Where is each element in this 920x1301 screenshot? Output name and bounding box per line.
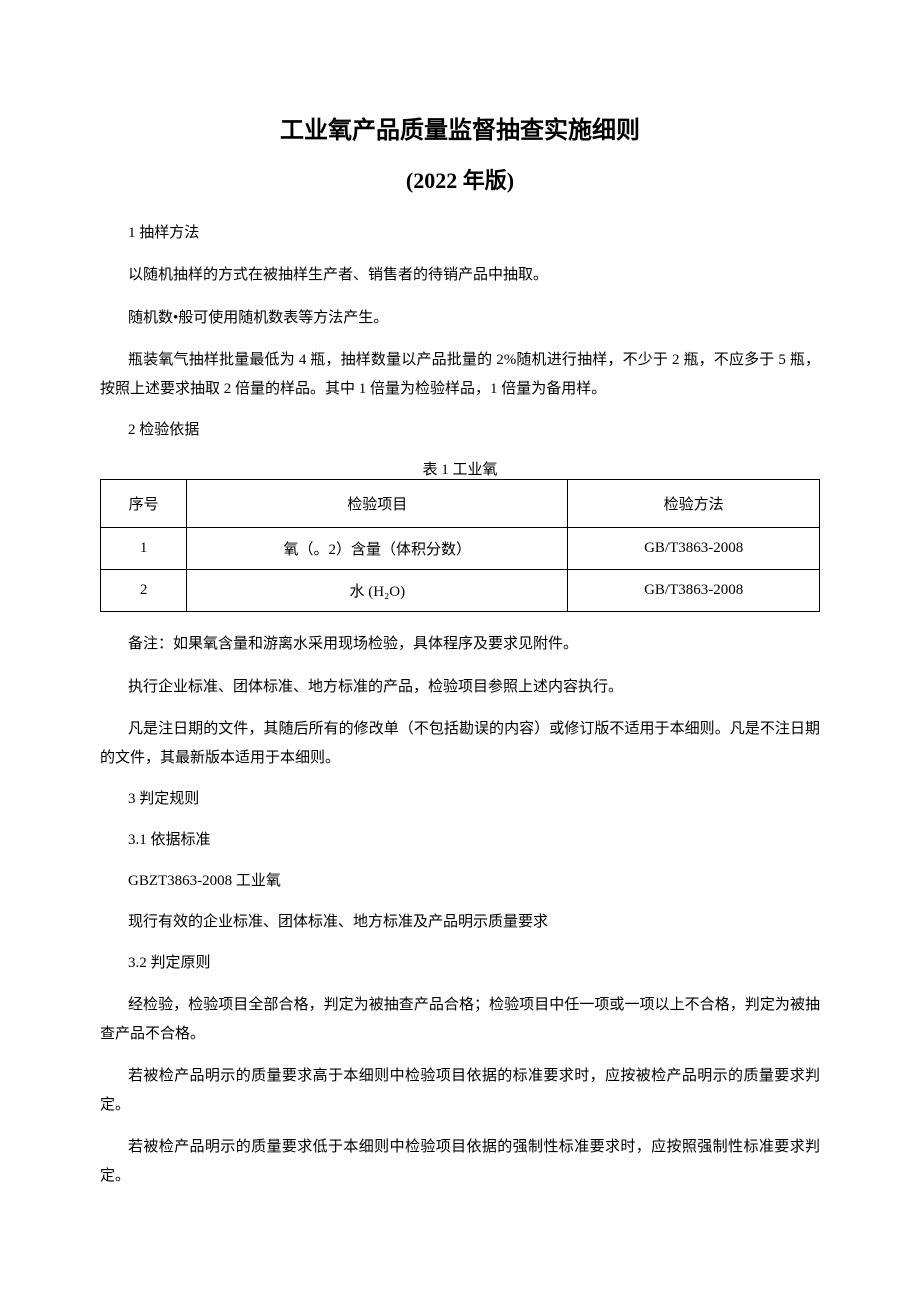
section-2-heading: 2 检验依据 (128, 417, 820, 444)
table-1: 序号 检验项目 检验方法 1 氧（。2）含量（体积分数） GB/T3863-20… (100, 479, 820, 612)
th-seq: 序号 (101, 480, 187, 528)
table-row: 1 氧（。2）含量（体积分数） GB/T3863-2008 (101, 528, 820, 570)
td-seq: 1 (101, 528, 187, 570)
th-item: 检验项目 (187, 480, 568, 528)
section-3-heading: 3 判定规则 (128, 786, 820, 813)
section-3-2-heading: 3.2 判定原则 (128, 950, 820, 977)
section-2-p1: 执行企业标准、团体标准、地方标准的产品，检验项目参照上述内容执行。 (100, 673, 820, 702)
section-3-1-p2: 现行有效的企业标准、团体标准、地方标准及产品明示质量要求 (128, 909, 820, 936)
section-3-2-p3: 若被检产品明示的质量要求低于本细则中检验项目依据的强制性标准要求时，应按照强制性… (100, 1133, 820, 1190)
section-1-heading: 1 抽样方法 (128, 220, 820, 247)
table-1-caption: 表 1 工业氧 (100, 458, 820, 479)
section-3-2-p1: 经检验，检验项目全部合格，判定为被抽查产品合格；检验项目中任一项或一项以上不合格… (100, 991, 820, 1048)
section-1-p2: 随机数•般可使用随机数表等方法产生。 (100, 304, 820, 333)
document-title: 工业氧产品质量监督抽查实施细则 (100, 110, 820, 145)
document-subtitle: (2022 年版) (100, 163, 820, 195)
th-method: 检验方法 (568, 480, 820, 528)
td-method: GB/T3863-2008 (568, 570, 820, 612)
section-2-p2: 凡是注日期的文件，其随后所有的修改单（不包括勘误的内容）或修订版不适用于本细则。… (100, 715, 820, 772)
table-header-row: 序号 检验项目 检验方法 (101, 480, 820, 528)
table-note: 备注：如果氧含量和游离水采用现场检验，具体程序及要求见附件。 (100, 630, 820, 659)
section-3-1-p1: GBZT3863-2008 工业氧 (128, 868, 820, 895)
td-seq: 2 (101, 570, 187, 612)
td-method: GB/T3863-2008 (568, 528, 820, 570)
td-item: 水 (H₂O) (187, 570, 568, 612)
section-3-1-heading: 3.1 依据标准 (128, 827, 820, 854)
section-1-p3: 瓶装氧气抽样批量最低为 4 瓶，抽样数量以产品批量的 2%随机进行抽样，不少于 … (100, 346, 820, 403)
section-3-2-p2: 若被检产品明示的质量要求高于本细则中检验项目依据的标准要求时，应按被检产品明示的… (100, 1062, 820, 1119)
td-item: 氧（。2）含量（体积分数） (187, 528, 568, 570)
table-row: 2 水 (H₂O) GB/T3863-2008 (101, 570, 820, 612)
section-1-p1: 以随机抽样的方式在被抽样生产者、销售者的待销产品中抽取。 (100, 261, 820, 290)
